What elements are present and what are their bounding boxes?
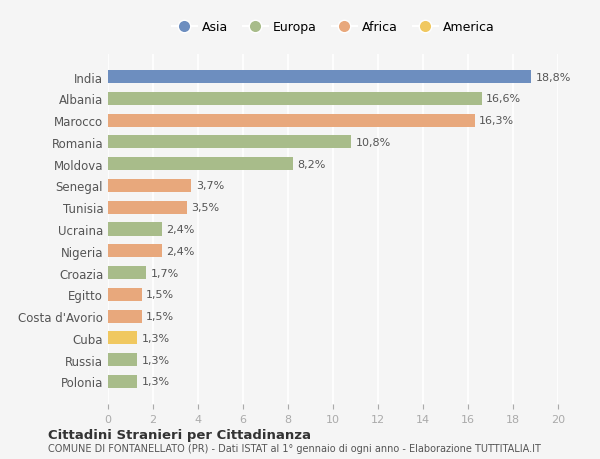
Text: 3,7%: 3,7%: [196, 181, 224, 191]
Bar: [108, 353, 137, 366]
Bar: [108, 114, 475, 128]
Bar: [108, 93, 482, 106]
Bar: [108, 158, 293, 171]
Text: 16,3%: 16,3%: [479, 116, 514, 126]
Text: 1,7%: 1,7%: [151, 268, 179, 278]
Bar: [108, 179, 191, 193]
Text: 1,5%: 1,5%: [146, 290, 175, 300]
Bar: [108, 201, 187, 214]
Text: 10,8%: 10,8%: [355, 138, 391, 148]
Bar: [108, 136, 351, 149]
Text: 1,5%: 1,5%: [146, 311, 175, 321]
Text: 18,8%: 18,8%: [536, 73, 571, 83]
Legend: Asia, Europa, Africa, America: Asia, Europa, Africa, America: [167, 16, 499, 39]
Text: 2,4%: 2,4%: [167, 224, 195, 235]
Bar: [108, 331, 137, 345]
Bar: [108, 288, 142, 301]
Bar: [108, 71, 531, 84]
Bar: [108, 266, 146, 280]
Text: 2,4%: 2,4%: [167, 246, 195, 256]
Bar: [108, 223, 162, 236]
Text: 8,2%: 8,2%: [297, 159, 325, 169]
Text: 1,3%: 1,3%: [142, 355, 170, 365]
Text: 1,3%: 1,3%: [142, 376, 170, 386]
Text: 3,5%: 3,5%: [191, 203, 220, 213]
Bar: [108, 245, 162, 258]
Text: 1,3%: 1,3%: [142, 333, 170, 343]
Bar: [108, 310, 142, 323]
Text: Cittadini Stranieri per Cittadinanza: Cittadini Stranieri per Cittadinanza: [48, 428, 311, 442]
Text: 16,6%: 16,6%: [486, 94, 521, 104]
Bar: [108, 375, 137, 388]
Text: COMUNE DI FONTANELLATO (PR) - Dati ISTAT al 1° gennaio di ogni anno - Elaborazio: COMUNE DI FONTANELLATO (PR) - Dati ISTAT…: [48, 443, 541, 453]
